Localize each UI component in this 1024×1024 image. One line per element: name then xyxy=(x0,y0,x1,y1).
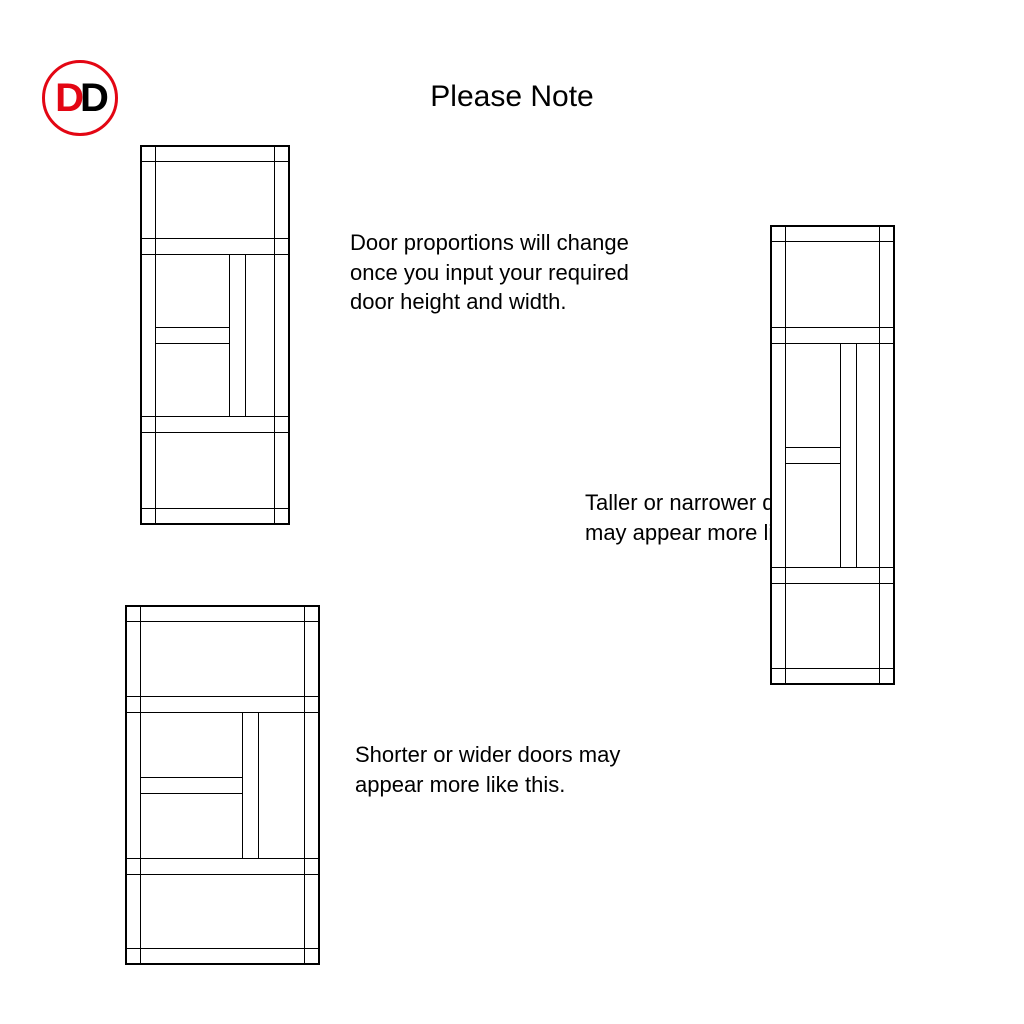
door-diagram-wide xyxy=(125,605,320,965)
door-diagram-tall xyxy=(770,225,895,685)
caption-proportions: Door proportions will changeonce you inp… xyxy=(350,228,629,317)
logo-letter-2: D xyxy=(80,76,105,121)
door-diagram-default xyxy=(140,145,290,525)
caption-shorter-wider: Shorter or wider doors mayappear more li… xyxy=(355,740,620,799)
page-title: Please Note xyxy=(0,80,1024,114)
logo-letter-1: D xyxy=(55,76,80,121)
dd-logo-icon: DD xyxy=(42,60,118,136)
